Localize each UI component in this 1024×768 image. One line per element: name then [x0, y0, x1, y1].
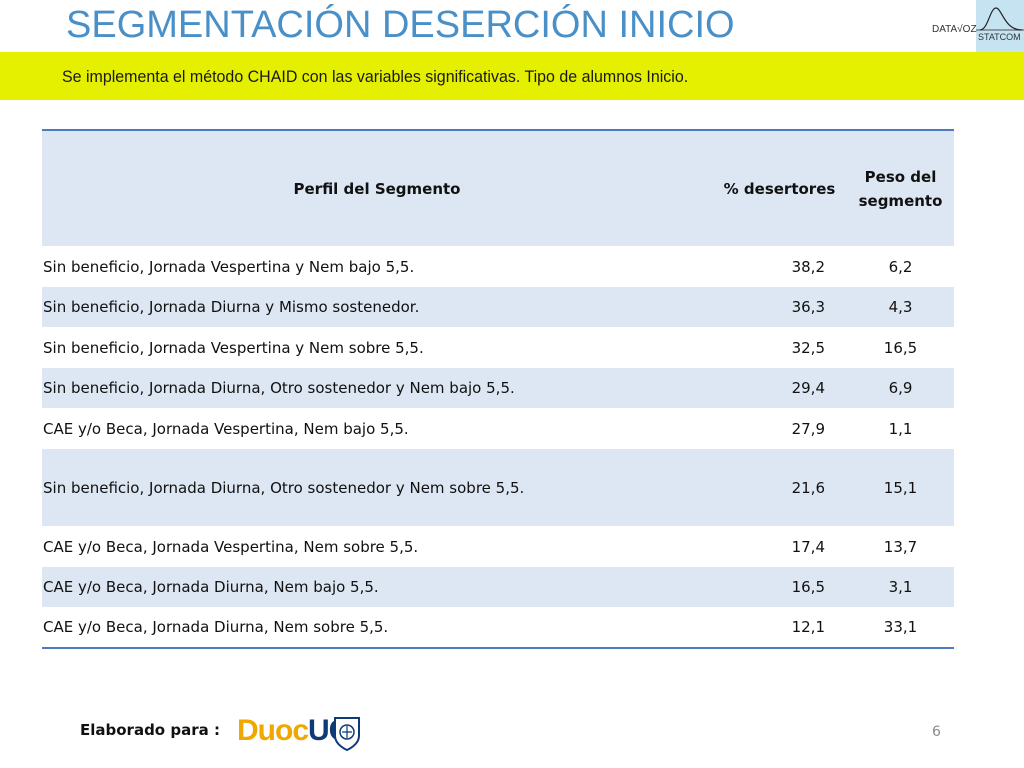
table-row: Sin beneficio, Jornada Vespertina y Nem … — [42, 327, 954, 368]
logo-graphic-icon — [976, 0, 1024, 52]
cell-perfil: Sin beneficio, Jornada Vespertina y Nem … — [42, 246, 712, 287]
slide-title: SEGMENTACIÓN DESERCIÓN INICIO — [66, 4, 735, 46]
cell-peso: 6,9 — [847, 368, 954, 408]
cell-pct: 36,3 — [712, 287, 847, 327]
cell-peso: 16,5 — [847, 327, 954, 368]
logo-text-data: DATA√OZ — [932, 24, 977, 35]
header-peso-line2: segmento — [858, 191, 943, 210]
cell-perfil: Sin beneficio, Jornada Diurna, Otro sost… — [42, 449, 712, 526]
cell-peso: 4,3 — [847, 287, 954, 327]
cell-peso: 1,1 — [847, 408, 954, 449]
cell-pct: 32,5 — [712, 327, 847, 368]
cell-peso: 15,1 — [847, 449, 954, 526]
cell-peso: 13,7 — [847, 526, 954, 567]
header-peso-segmento: Peso del segmento — [847, 129, 954, 246]
table-row: CAE y/o Beca, Jornada Diurna, Nem bajo 5… — [42, 567, 954, 607]
subtitle-banner: Se implementa el método CHAID con las va… — [0, 52, 1024, 100]
cell-peso: 3,1 — [847, 567, 954, 607]
table-row: Sin beneficio, Jornada Diurna y Mismo so… — [42, 287, 954, 327]
table-row: Sin beneficio, Jornada Diurna, Otro sost… — [42, 449, 954, 526]
cell-pct: 16,5 — [712, 567, 847, 607]
segment-table: Perfil del Segmento % desertores Peso de… — [42, 129, 954, 649]
cell-perfil: CAE y/o Beca, Jornada Vespertina, Nem ba… — [42, 408, 712, 449]
duoc-uc-logo: DuocUC — [233, 710, 365, 756]
table-header-row: Perfil del Segmento % desertores Peso de… — [42, 129, 954, 246]
logo-text-statcom: STATCOM — [978, 32, 1021, 42]
cell-pct: 17,4 — [712, 526, 847, 567]
cell-pct: 27,9 — [712, 408, 847, 449]
cell-perfil: Sin beneficio, Jornada Diurna, Otro sost… — [42, 368, 712, 408]
table-row: CAE y/o Beca, Jornada Vespertina, Nem ba… — [42, 408, 954, 449]
datavoz-statcom-logo: DATA√OZ STATCOM — [930, 0, 1024, 52]
cell-pct: 38,2 — [712, 246, 847, 287]
uc-seal-icon — [334, 717, 360, 752]
cell-peso: 6,2 — [847, 246, 954, 287]
cell-perfil: CAE y/o Beca, Jornada Diurna, Nem sobre … — [42, 607, 712, 649]
table-row: CAE y/o Beca, Jornada Vespertina, Nem so… — [42, 526, 954, 567]
table-row: CAE y/o Beca, Jornada Diurna, Nem sobre … — [42, 607, 954, 649]
header-perfil: Perfil del Segmento — [42, 129, 712, 246]
subtitle-text: Se implementa el método CHAID con las va… — [62, 67, 689, 86]
page-number: 6 — [932, 724, 941, 740]
cell-perfil: CAE y/o Beca, Jornada Vespertina, Nem so… — [42, 526, 712, 567]
table-row: Sin beneficio, Jornada Diurna, Otro sost… — [42, 368, 954, 408]
cell-perfil: CAE y/o Beca, Jornada Diurna, Nem bajo 5… — [42, 567, 712, 607]
cell-peso: 33,1 — [847, 607, 954, 649]
cell-perfil: Sin beneficio, Jornada Diurna y Mismo so… — [42, 287, 712, 327]
header-peso-line1: Peso del — [864, 167, 937, 186]
table-row: Sin beneficio, Jornada Vespertina y Nem … — [42, 246, 954, 287]
header-pct-desertores: % desertores — [712, 129, 847, 246]
cell-perfil: Sin beneficio, Jornada Vespertina y Nem … — [42, 327, 712, 368]
cell-pct: 29,4 — [712, 368, 847, 408]
duoc-logo-duoc: Duoc — [237, 714, 309, 747]
elaborado-para-label: Elaborado para : — [80, 721, 220, 739]
cell-pct: 21,6 — [712, 449, 847, 526]
cell-pct: 12,1 — [712, 607, 847, 649]
